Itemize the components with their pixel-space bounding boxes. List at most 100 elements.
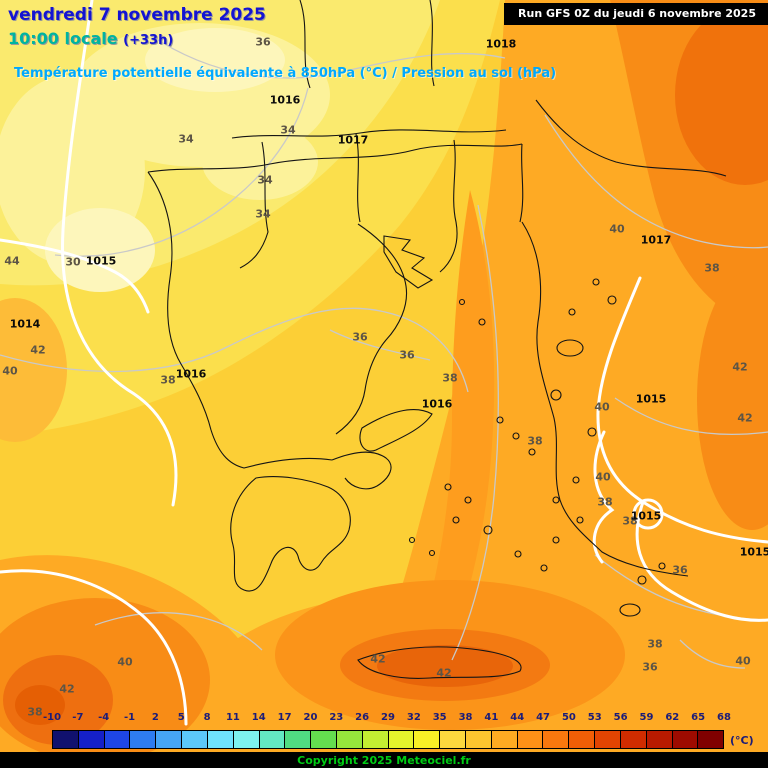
colorbar-tick: 8 [203,712,211,723]
colorbar-cell [130,731,157,748]
colorbar-cell [78,731,105,748]
colorbar-tick: 44 [510,712,525,723]
forecast-offset: (+33h) [123,33,174,48]
colorbar-cell [336,731,363,748]
colorbar-cell [182,731,208,748]
pressure-label: 1016 [269,93,301,107]
colorbar-cell [672,731,699,748]
pressure-label: 1015 [630,509,662,523]
temperature-label: 40 [2,364,18,378]
temperature-label: 42 [732,360,748,374]
temperature-label: 38 [647,637,663,651]
temperature-label: 38 [527,434,543,448]
temperature-label: 42 [436,666,452,680]
colorbar-cell [543,731,570,748]
colorbar-tick: 23 [329,712,344,723]
temperature-label: 40 [594,400,610,414]
pressure-label: 1015 [739,545,768,559]
colorbar-cell [388,731,415,748]
run-info-badge: Run GFS 0Z du jeudi 6 novembre 2025 [504,3,768,25]
colorbar-tick: -10 [42,712,62,723]
colorbar-tick: -4 [98,712,110,723]
colorbar-cell [646,731,673,748]
colorbar-tick: 5 [177,712,185,723]
temperature-label: 40 [595,470,611,484]
isobar-lines [0,0,768,726]
temperature-shading [0,0,768,752]
pressure-label: 1015 [635,392,667,406]
temperature-label: 34 [257,173,273,187]
map-graphic [0,0,768,752]
colorbar-cell [362,731,389,748]
colorbar-cell [491,731,518,748]
colorbar-tick: 47 [536,712,551,723]
colorbar-cell [259,731,286,748]
colorbar-tick: -1 [123,712,136,723]
colorbar-tick: 65 [691,712,706,723]
temperature-label: 38 [704,261,720,275]
temperature-label: 42 [59,682,75,696]
date-title: vendredi 7 novembre 2025 [8,5,266,25]
coastlines [147,0,727,679]
colorbar [52,730,724,749]
colorbar-tick: 62 [665,712,680,723]
footer-bar: Copyright 2025 Meteociel.fr [0,752,768,768]
colorbar-cell [285,731,312,748]
colorbar-tick: 20 [303,712,318,723]
temperature-label: 38 [597,495,613,509]
temperature-label: 42 [737,411,753,425]
valid-time-title: 10:00 locale (+33h) [8,29,173,48]
pressure-label: 1016 [175,367,207,381]
pressure-label: 1018 [485,37,517,51]
colorbar-tick: 26 [355,712,370,723]
colorbar-cell [569,731,596,748]
temperature-label: 42 [30,343,46,357]
colorbar-tick: 53 [587,712,602,723]
colorbar-cell [104,731,131,748]
colorbar-tick: 32 [406,712,421,723]
temperature-label: 30 [65,255,81,269]
valid-time-text: 10:00 locale [8,29,118,48]
pressure-label: 1017 [337,133,369,147]
pressure-label: 1016 [421,397,453,411]
colorbar-cell [440,731,466,748]
temperature-label: 42 [370,652,386,666]
colorbar-tick: 29 [381,712,395,723]
temperature-label: 34 [280,123,296,137]
colorbar-cell [466,731,492,748]
temperature-label: 34 [178,132,194,146]
colorbar-tick: 17 [277,712,292,723]
temperature-label: 36 [399,348,415,362]
colorbar-cell [233,731,260,748]
temperature-label: 36 [672,563,688,577]
colorbar-tick: 50 [561,712,576,723]
colorbar-tick: 35 [432,712,447,723]
colorbar-tick: 59 [639,712,654,723]
temperature-label: 36 [352,330,368,344]
colorbar-tick: -7 [72,712,84,723]
colorbar-ticks: -10 -7 -4 -1 2 5 8 11 14 17 20 23 26 29 32 35 38 41 44 47 50… [43,712,731,725]
temperature-label: 38 [27,705,43,719]
colorbar-cell [207,731,234,748]
colorbar-tick: 41 [484,712,499,723]
temperature-label: 44 [4,254,20,268]
map-canvas: 36 1018 1016 34 34 1017 34 34 30 1015 44 1014 42 40 38… [0,0,768,752]
colorbar-cell [620,731,647,748]
temperature-label: 38 [160,373,176,387]
colorbar-unit: (°C) [730,734,754,747]
colorbar-cell [311,731,337,748]
colorbar-tick: 56 [613,712,628,723]
copyright-text: Copyright 2025 Meteociel.fr [297,753,471,767]
colorbar-cell [595,731,621,748]
colorbar-cell [698,731,724,748]
colorbar-cell [53,731,79,748]
temperature-label: 40 [735,654,751,668]
colorbar-tick: 38 [458,712,473,723]
colorbar-cell [517,731,544,748]
pressure-label: 1015 [85,254,117,268]
temperature-label: 40 [609,222,625,236]
temperature-label: 38 [442,371,458,385]
temperature-label: 36 [255,35,271,49]
temperature-label: 36 [642,660,658,674]
